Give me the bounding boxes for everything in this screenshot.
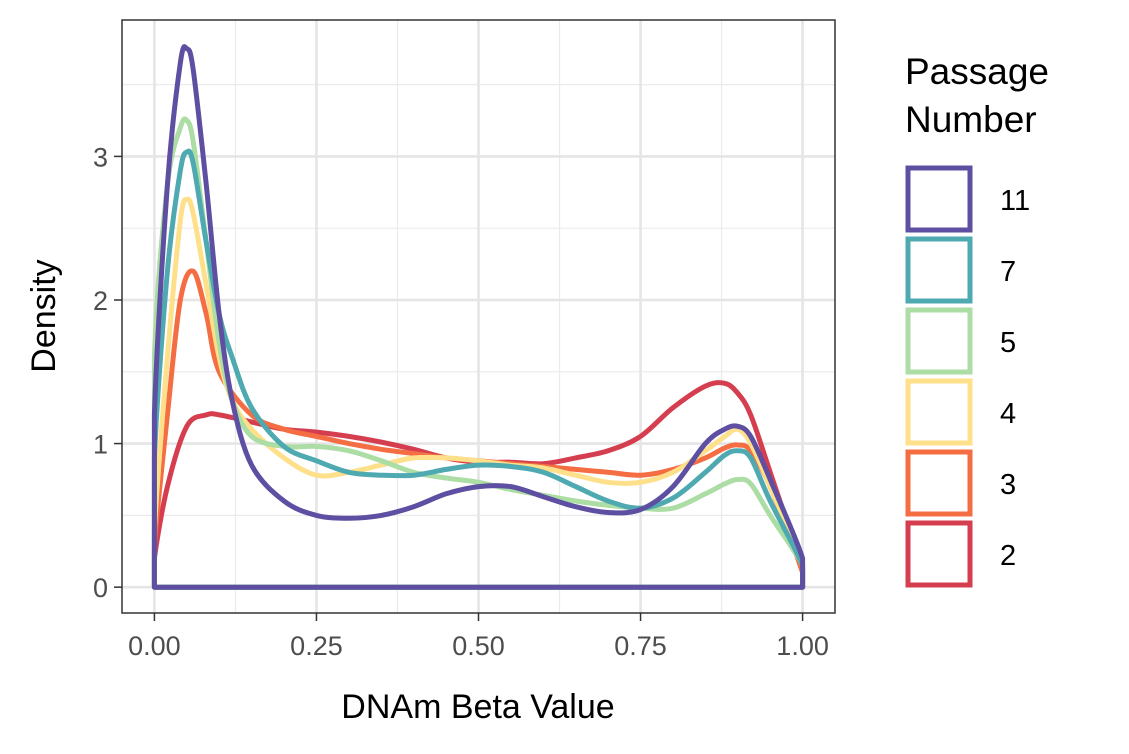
legend-title-line-2: Number — [905, 99, 1037, 140]
legend-key-3 — [905, 449, 973, 517]
legend: Passage Number 11 7 5 4 3 2 — [905, 51, 1049, 588]
x-tick-label: 0.75 — [614, 631, 667, 661]
y-tick-label: 0 — [93, 573, 108, 603]
legend-label-4: 4 — [1000, 398, 1016, 430]
x-tick-label: 0.50 — [452, 631, 505, 661]
density-line-4 — [151, 196, 806, 590]
legend-key-4 — [905, 378, 973, 446]
legend-title-line-1: Passage — [905, 51, 1049, 92]
legend-key-7 — [905, 236, 973, 304]
density-line-11 — [151, 44, 806, 590]
legend-key-2 — [905, 520, 973, 588]
legend-label-11: 11 — [1000, 185, 1030, 217]
x-tick-label: 0.25 — [290, 631, 343, 661]
density-lines — [151, 44, 806, 590]
legend-label-7: 7 — [1000, 256, 1016, 288]
legend-label-3: 3 — [1000, 469, 1016, 501]
y-tick-label: 2 — [93, 286, 108, 316]
legend-key-11 — [905, 165, 973, 233]
x-tick-label: 0.00 — [128, 631, 181, 661]
y-tick-label: 1 — [93, 430, 108, 460]
x-axis-title: DNAm Beta Value — [341, 688, 614, 726]
y-axis: 0 1 2 3 — [93, 142, 122, 603]
density-line-5 — [151, 116, 806, 590]
legend-label-5: 5 — [1000, 327, 1016, 359]
y-axis-title: Density — [25, 259, 63, 372]
legend-key-5 — [905, 307, 973, 375]
y-tick-label: 3 — [93, 142, 108, 172]
x-tick-label: 1.00 — [776, 631, 829, 661]
plot-panel — [121, 19, 836, 614]
x-axis: 0.00 0.25 0.50 0.75 1.00 — [128, 613, 829, 661]
legend-label-2: 2 — [1000, 540, 1016, 572]
density-line-7 — [151, 148, 806, 590]
legend-items: 11 7 5 4 3 2 — [905, 165, 1030, 588]
